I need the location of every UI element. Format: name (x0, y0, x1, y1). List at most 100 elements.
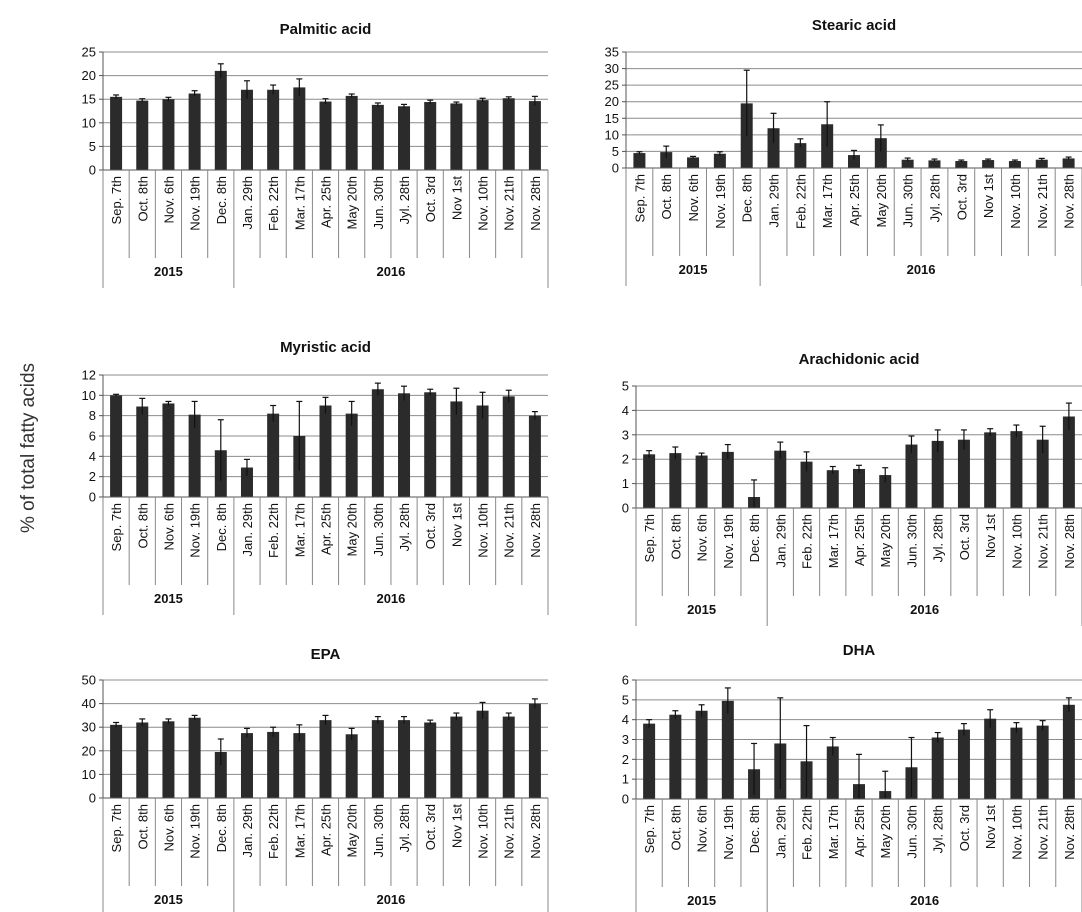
category-label: Oct. 3rd (954, 174, 969, 220)
y-tick-label: 0 (612, 161, 619, 176)
category-label: Dec. 8th (747, 514, 762, 562)
category-label: Oct. 3rd (957, 805, 972, 851)
bar (162, 99, 175, 170)
category-label: Oct. 3rd (423, 804, 438, 850)
y-tick-label: 5 (612, 144, 619, 159)
bar (267, 413, 280, 497)
y-tick-label: 35 (605, 45, 619, 60)
bar (826, 470, 839, 508)
bar (267, 731, 280, 798)
bar (293, 733, 306, 798)
year-label: 2015 (154, 591, 183, 606)
category-label: Jun. 30th (371, 176, 386, 230)
year-label: 2015 (154, 264, 183, 279)
bar (188, 93, 201, 170)
y-tick-label: 30 (605, 61, 619, 76)
category-label: Apr. 25th (319, 804, 334, 856)
y-tick-label: 8 (89, 408, 96, 423)
bar (398, 393, 411, 497)
category-label: May 20th (878, 805, 893, 858)
chart-title: Myristic acid (280, 339, 371, 356)
category-label: Mar. 17th (826, 805, 841, 859)
bar (800, 461, 813, 508)
y-tick-label: 20 (82, 743, 96, 758)
y-tick-label: 3 (622, 732, 629, 747)
year-label: 2016 (907, 262, 936, 277)
year-label: 2016 (376, 591, 405, 606)
bar (1035, 159, 1048, 168)
bar (643, 723, 656, 799)
bar (476, 710, 489, 798)
bar (767, 128, 780, 168)
category-label: Nov 1st (983, 514, 998, 558)
bar (450, 103, 463, 170)
category-label: Nov 1st (983, 805, 998, 849)
category-label: May 20th (345, 176, 360, 229)
y-tick-label: 15 (605, 111, 619, 126)
category-label: Nov. 6th (686, 174, 701, 221)
bar (669, 453, 682, 508)
category-label: Feb. 22th (266, 176, 281, 231)
bar (931, 440, 944, 508)
y-tick-label: 12 (82, 368, 96, 383)
bar (110, 395, 123, 497)
bar (1008, 161, 1021, 168)
bar (319, 405, 332, 497)
y-tick-label: 2 (89, 469, 96, 484)
y-tick-label: 10 (82, 115, 96, 130)
y-tick-label: 4 (89, 449, 96, 464)
category-label: Sep. 7th (109, 176, 124, 224)
chart-title: EPA (311, 646, 341, 663)
y-tick-label: 0 (89, 791, 96, 806)
bar (633, 153, 646, 168)
category-label: Nov. 6th (695, 805, 710, 852)
category-label: Nov. 28th (1062, 174, 1077, 229)
category-label: Nov. 19th (188, 804, 203, 859)
y-tick-label: 40 (82, 696, 96, 711)
bar (643, 454, 656, 508)
y-tick-label: 1 (622, 772, 629, 787)
category-label: Nov. 21th (1035, 174, 1050, 229)
bar (398, 106, 411, 170)
y-tick-label: 20 (82, 68, 96, 83)
bar (319, 720, 332, 798)
category-label: Nov. 6th (161, 176, 176, 223)
bar (240, 467, 253, 497)
bar (879, 475, 892, 508)
bar (794, 143, 807, 168)
bar (1010, 727, 1023, 799)
category-label: Jyl. 28th (931, 805, 946, 853)
category-label: Nov. 28th (528, 804, 543, 859)
bar (713, 153, 726, 168)
year-label: 2016 (910, 602, 939, 617)
bar (136, 722, 149, 798)
bar (984, 432, 997, 508)
chart-panel: Palmitic acid 0 5 10 15 20 25 Sep. 7th Oct. 8th N… (82, 21, 549, 288)
bar (853, 468, 865, 508)
bar (1062, 158, 1075, 168)
y-tick-label: 10 (82, 767, 96, 782)
bar (528, 415, 541, 497)
y-tick-label: 4 (622, 403, 629, 418)
category-label: Nov. 28th (1062, 514, 1077, 569)
bar (528, 101, 541, 170)
category-label: Jyl. 28th (927, 174, 942, 222)
y-tick-label: 6 (622, 673, 629, 688)
bar (721, 451, 734, 508)
category-label: Apr. 25th (319, 176, 334, 228)
category-label: Mar. 17th (292, 176, 307, 230)
bar (162, 721, 175, 798)
bar (345, 95, 358, 170)
bar (293, 87, 306, 170)
category-label: Nov. 19th (713, 174, 728, 229)
bar (721, 700, 734, 799)
bar (1062, 416, 1075, 508)
bar (188, 717, 201, 798)
bar (984, 718, 997, 799)
bar (450, 401, 463, 497)
bar (660, 152, 673, 168)
category-label: Feb. 22th (266, 804, 281, 859)
category-label: Jan. 29th (773, 805, 788, 859)
